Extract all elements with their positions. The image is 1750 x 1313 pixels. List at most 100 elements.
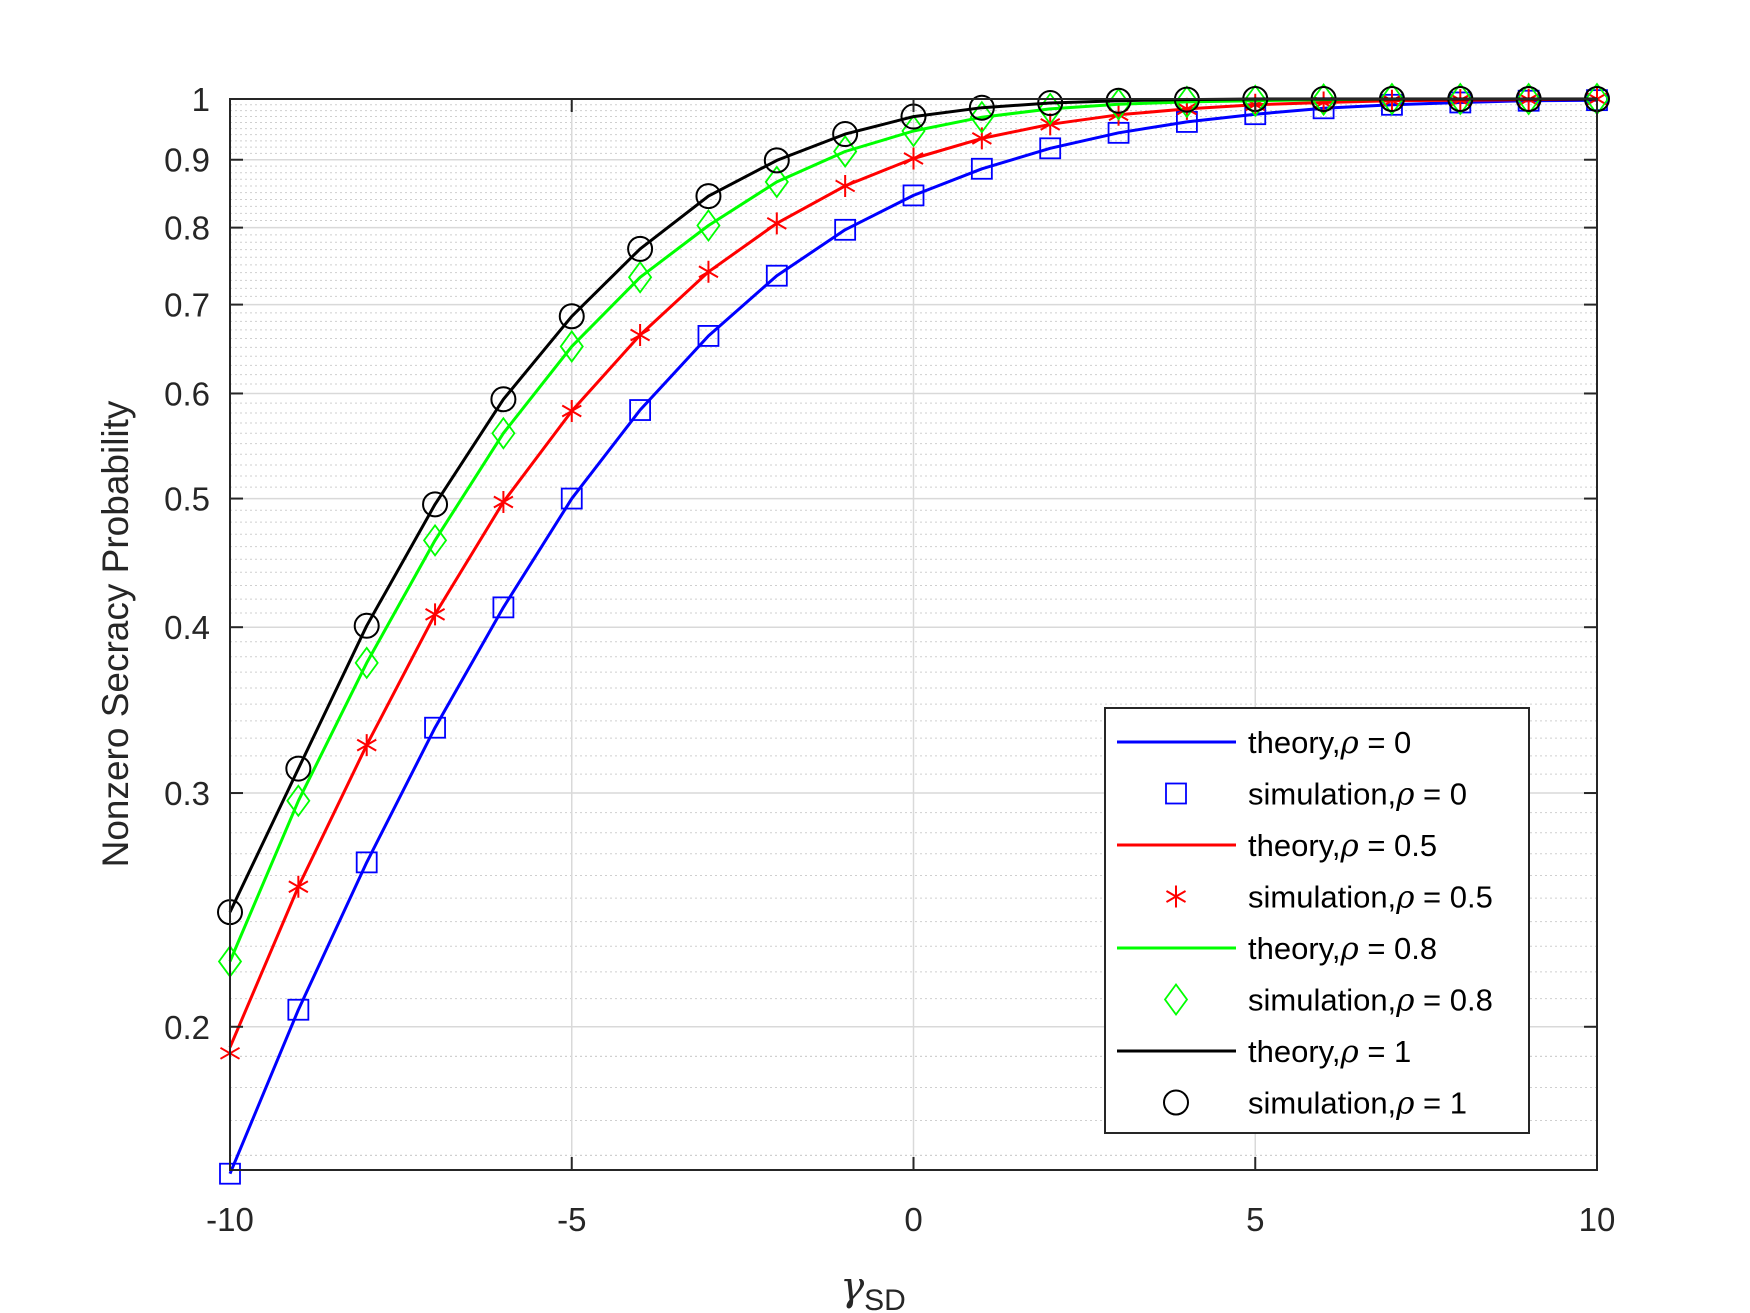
y-tick-label: 0.3 (164, 775, 210, 812)
legend-label-suffix: = 0 (1414, 777, 1467, 812)
data-point-square (834, 218, 857, 241)
data-point-asterisk (630, 324, 651, 347)
legend-entry: simulation,ρ = 1 (1163, 1086, 1467, 1122)
legend-label-rho: ρ (1395, 1086, 1414, 1122)
series-layer (217, 82, 1610, 1185)
y-tick-label: 1 (192, 81, 210, 118)
data-point-diamond (354, 646, 379, 680)
data-point-square (697, 325, 720, 347)
data-point-square (287, 998, 310, 1021)
series-line (228, 98, 1598, 1175)
data-point-diamond (696, 208, 721, 242)
x-tick-label: 10 (1579, 1201, 1616, 1238)
data-point-diamond (1174, 85, 1200, 119)
data-point-asterisk (903, 147, 924, 170)
x-axis-title: γSD (840, 1264, 906, 1313)
legend-label: simulation,ρ = 0.8 (1248, 983, 1493, 1019)
data-point-diamond (833, 134, 858, 168)
series-marker (217, 82, 1610, 978)
legend-entry: simulation,ρ = 0 (1165, 777, 1467, 813)
legend-marker-swatch (1165, 782, 1187, 805)
y-tick-labels: 0.2 0.3 0.4 0.5 0.6 0.7 0.8 0.9 1 (164, 81, 210, 1046)
legend-label: simulation,ρ = 1 (1248, 1086, 1467, 1122)
legend-marker-swatch (1165, 885, 1187, 908)
y-axis-title: Nonzero Secracy Probability (95, 400, 136, 867)
x-axis-symbol: γ (840, 1264, 864, 1310)
legend-label-prefix: simulation, (1248, 777, 1396, 812)
data-point-circle (763, 147, 790, 174)
data-point-asterisk (698, 260, 719, 283)
data-point-circle (968, 94, 995, 121)
data-point-square (902, 184, 925, 207)
legend-box (1104, 707, 1530, 1134)
legend-label: theory,ρ = 0.5 (1248, 828, 1437, 864)
legend-label-suffix: = 1 (1359, 1034, 1412, 1069)
y-tick-label: 0.9 (164, 142, 210, 179)
data-point-diamond (1516, 82, 1541, 116)
data-point-asterisk (425, 603, 446, 626)
data-point-square (424, 716, 446, 739)
legend-label-prefix: theory, (1248, 931, 1340, 966)
data-point-circle (353, 612, 380, 639)
data-point-square (629, 399, 651, 421)
data-point-square (492, 596, 515, 619)
data-point-diamond (1243, 84, 1268, 118)
data-point-square (970, 157, 993, 180)
legend-label-prefix: simulation, (1248, 880, 1396, 915)
legend-label-prefix: theory, (1248, 828, 1340, 863)
legend-label-rho: ρ (1339, 1034, 1358, 1070)
data-point-diamond (491, 416, 516, 450)
data-point-circle (1105, 87, 1132, 114)
data-point-square (765, 264, 788, 287)
legend-label-rho: ρ (1395, 983, 1414, 1019)
data-point-square (355, 851, 378, 874)
y-tick-label: 0.7 (164, 287, 210, 324)
legend-label-rho: ρ (1395, 777, 1414, 813)
data-point-diamond (1448, 82, 1473, 116)
data-point-asterisk (288, 875, 309, 898)
y-tick-label: 0.2 (164, 1009, 210, 1046)
legend-label-suffix: = 0 (1359, 725, 1412, 760)
data-point-diamond (1379, 82, 1405, 116)
data-point-asterisk (835, 174, 856, 197)
legend-label-suffix: = 0.8 (1414, 983, 1492, 1018)
data-point-circle (558, 303, 585, 330)
legend-label: theory,ρ = 1 (1248, 1034, 1411, 1070)
legend-label-suffix: = 1 (1414, 1086, 1467, 1121)
data-point-circle (695, 183, 722, 210)
legend-label-suffix: = 0.8 (1359, 931, 1437, 966)
x-tick-label: -5 (557, 1201, 586, 1238)
data-point-asterisk (766, 212, 787, 235)
data-point-circle (1037, 90, 1064, 117)
y-tick-label: 0.4 (164, 609, 210, 646)
legend-label-prefix: theory, (1248, 1034, 1340, 1069)
x-tick-label: 0 (904, 1201, 922, 1238)
series-line (228, 98, 1598, 1175)
legend-label-rho: ρ (1339, 725, 1358, 761)
legend-label-prefix: theory, (1248, 725, 1340, 760)
legend-label-suffix: = 0.5 (1359, 828, 1437, 863)
x-tick-label: -10 (206, 1201, 254, 1238)
data-point-circle (490, 386, 517, 413)
legend-marker-swatch (1163, 982, 1189, 1017)
legend-entry: simulation,ρ = 0.5 (1165, 880, 1493, 916)
y-tick-label: 0.8 (164, 210, 210, 247)
legend-label: simulation,ρ = 0 (1248, 777, 1467, 813)
data-point-circle (422, 491, 449, 518)
data-point-diamond (627, 260, 653, 294)
x-axis-subscript: SD (864, 1284, 906, 1313)
legend-label: theory,ρ = 0 (1248, 725, 1411, 761)
data-point-diamond (422, 523, 448, 557)
legend-label-rho: ρ (1395, 880, 1414, 916)
y-tick-label: 0.6 (164, 375, 210, 412)
data-point-circle (627, 235, 654, 262)
data-point-circle (285, 755, 312, 782)
legend-entry: theory,ρ = 0.8 (1117, 931, 1437, 967)
data-point-diamond (969, 100, 994, 134)
data-point-diamond (1311, 83, 1336, 117)
data-point-diamond (764, 165, 789, 199)
data-point-circle (832, 121, 859, 148)
data-point-asterisk (561, 400, 582, 423)
